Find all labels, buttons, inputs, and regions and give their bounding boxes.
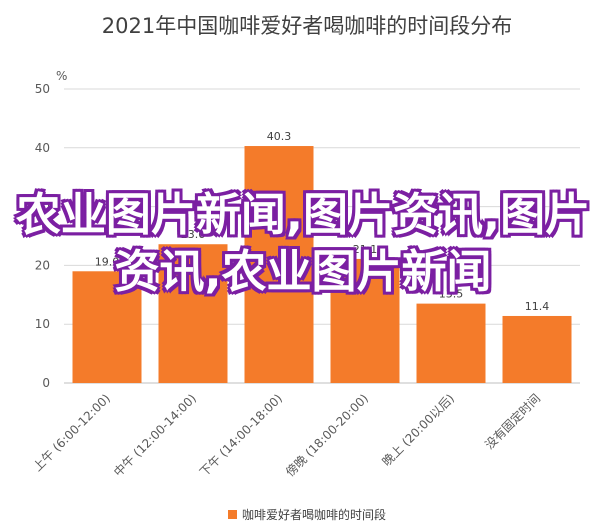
bar [330, 258, 400, 383]
y-tick-label: 30 [35, 200, 50, 214]
bar-value-label: 19.0 [95, 255, 120, 268]
y-tick-label: 0 [42, 376, 50, 390]
y-tick-label: 50 [35, 82, 50, 96]
bar [244, 146, 314, 383]
legend-swatch [228, 510, 237, 519]
x-tick-label: 晚上 (20:00以后) [380, 391, 458, 469]
x-tick-label: 下午 (14:00-18:00) [197, 391, 285, 479]
y-tick-label: 20 [35, 258, 50, 272]
x-tick-label: 傍晚 (18:00-20:00) [282, 391, 371, 480]
chart-title: 2021年中国咖啡爱好者喝咖啡的时间段分布 [101, 14, 513, 38]
legend-label: 咖啡爱好者喝咖啡的时间段 [242, 507, 386, 522]
bar-value-label: 21.1 [353, 243, 378, 256]
bar-value-labels: 19.0 23.6 40.3 21.1 13.5 11.4 [95, 130, 550, 313]
y-axis-ticks: 0 10 20 30 40 50 [35, 82, 50, 390]
bar-value-label: 40.3 [267, 130, 292, 143]
bar-value-label: 23.6 [181, 228, 206, 241]
bar [158, 244, 228, 383]
x-axis-ticks: 上午 (6:00-12:00)中午 (12:00-14:00)下午 (14:00… [30, 391, 543, 480]
y-axis-label: % [56, 69, 67, 83]
grid-lines [64, 88, 580, 384]
bars [72, 146, 572, 383]
x-tick-label: 中午 (12:00-14:00) [110, 391, 199, 480]
bar [416, 303, 486, 383]
bar [72, 271, 142, 383]
x-tick-label: 没有固定时间 [482, 391, 544, 453]
y-tick-label: 10 [35, 317, 50, 331]
bar-value-label: 11.4 [525, 300, 550, 313]
x-tick-label: 上午 (6:00-12:00) [30, 391, 113, 474]
bar [502, 315, 572, 383]
legend: 咖啡爱好者喝咖啡的时间段 [228, 507, 386, 522]
y-tick-label: 40 [35, 141, 50, 155]
bar-value-label: 13.5 [439, 288, 464, 301]
